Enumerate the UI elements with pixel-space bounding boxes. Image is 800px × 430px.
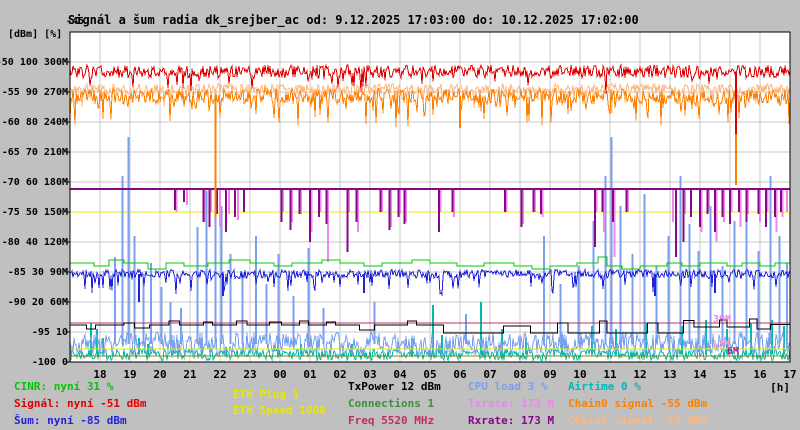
x-axis-hour-label: 20 [153, 368, 167, 381]
x-axis-hour-label: 18 [93, 368, 107, 381]
y-axis-row: -95 10 [31, 327, 68, 338]
x-axis-hour-label: 19 [123, 368, 137, 381]
x-axis-hour-label: 02 [333, 368, 347, 381]
legend-cinr: CINR: nyní 31 % [14, 380, 114, 393]
y-axis-row: -90 20 60M [7, 297, 68, 308]
y-axis-top-label: -45 [65, 16, 84, 27]
x-axis-hour-label: 23 [243, 368, 257, 381]
x-axis-hour-label: 21 [183, 368, 197, 381]
legend-signal: Signál: nyní -51 dBm [14, 397, 147, 410]
y-axis-row: -70 60 180M [1, 177, 68, 188]
x-axis-hour-label: 07 [483, 368, 497, 381]
y-axis-units-header: [dBm] [%] [8, 29, 63, 40]
y-axis-row: -75 50 150M [1, 207, 68, 218]
y-axis-row: -60 80 240M [1, 117, 68, 128]
legend-airtime: Airtime 0 % [568, 380, 641, 393]
x-axis-hour-label: 14 [693, 368, 707, 381]
legend-txrate: Txrate: 173 M [468, 397, 555, 410]
x-axis-hour-label: 16 [753, 368, 767, 381]
x-axis-hour-label: 06 [453, 368, 467, 381]
legend-eth-speed: ETH Speed 1000 [233, 404, 326, 417]
x-axis-hour-label: 03 [363, 368, 377, 381]
x-axis-hour-label: 17 [783, 368, 797, 381]
x-axis-hour-label: 11 [603, 368, 617, 381]
y-axis-rate-marker-label: 6M [726, 346, 739, 357]
page-title: Signál a šum radia dk_srejber_ac od: 9.1… [68, 13, 639, 27]
y-axis-row: -85 30 90M [7, 267, 68, 278]
y-axis-row: -55 90 270M [1, 87, 68, 98]
legend-chain1: Chain1 signal -54 dBm [568, 414, 708, 427]
x-axis-hour-label: 08 [513, 368, 527, 381]
legend-sum: Šum: nyní -85 dBm [14, 414, 127, 427]
x-axis-hour-label: 12 [633, 368, 647, 381]
y-axis-row: -50 100 300M [0, 57, 68, 68]
legend-txpower: TxPower 12 dBm [348, 380, 441, 393]
y-axis-rate-marker-label: 39M [712, 314, 731, 325]
legend-freq: Freq 5520 MHz [348, 414, 435, 427]
y-axis-row: -65 70 210M [1, 147, 68, 158]
legend-chain0: Chain0 signal -55 dBm [568, 397, 708, 410]
x-axis-hour-label: 13 [663, 368, 677, 381]
x-axis-hour-label: 10 [573, 368, 587, 381]
x-axis-hour-label: 15 [723, 368, 737, 381]
y-axis-row: -100 0 [31, 357, 68, 368]
y-axis-row: -80 40 120M [1, 237, 68, 248]
x-axis-unit-label: [h] [770, 381, 790, 394]
legend-connections: Connections 1 [348, 397, 435, 410]
legend-rxrate: Rxrate: 173 M [468, 414, 555, 427]
legend-cpu: CPU load 3 % [468, 380, 548, 393]
legend-eth-plug: ETH Plug 1 [233, 388, 300, 401]
x-axis-hour-label: 05 [423, 368, 437, 381]
y-axis-rate-marker-label: 13M [711, 339, 730, 350]
x-axis-hour-label: 22 [213, 368, 227, 381]
x-axis-hour-label: 04 [393, 368, 407, 381]
x-axis-hour-label: 09 [543, 368, 557, 381]
x-axis-hour-label: 00 [273, 368, 287, 381]
x-axis-hour-label: 01 [303, 368, 317, 381]
